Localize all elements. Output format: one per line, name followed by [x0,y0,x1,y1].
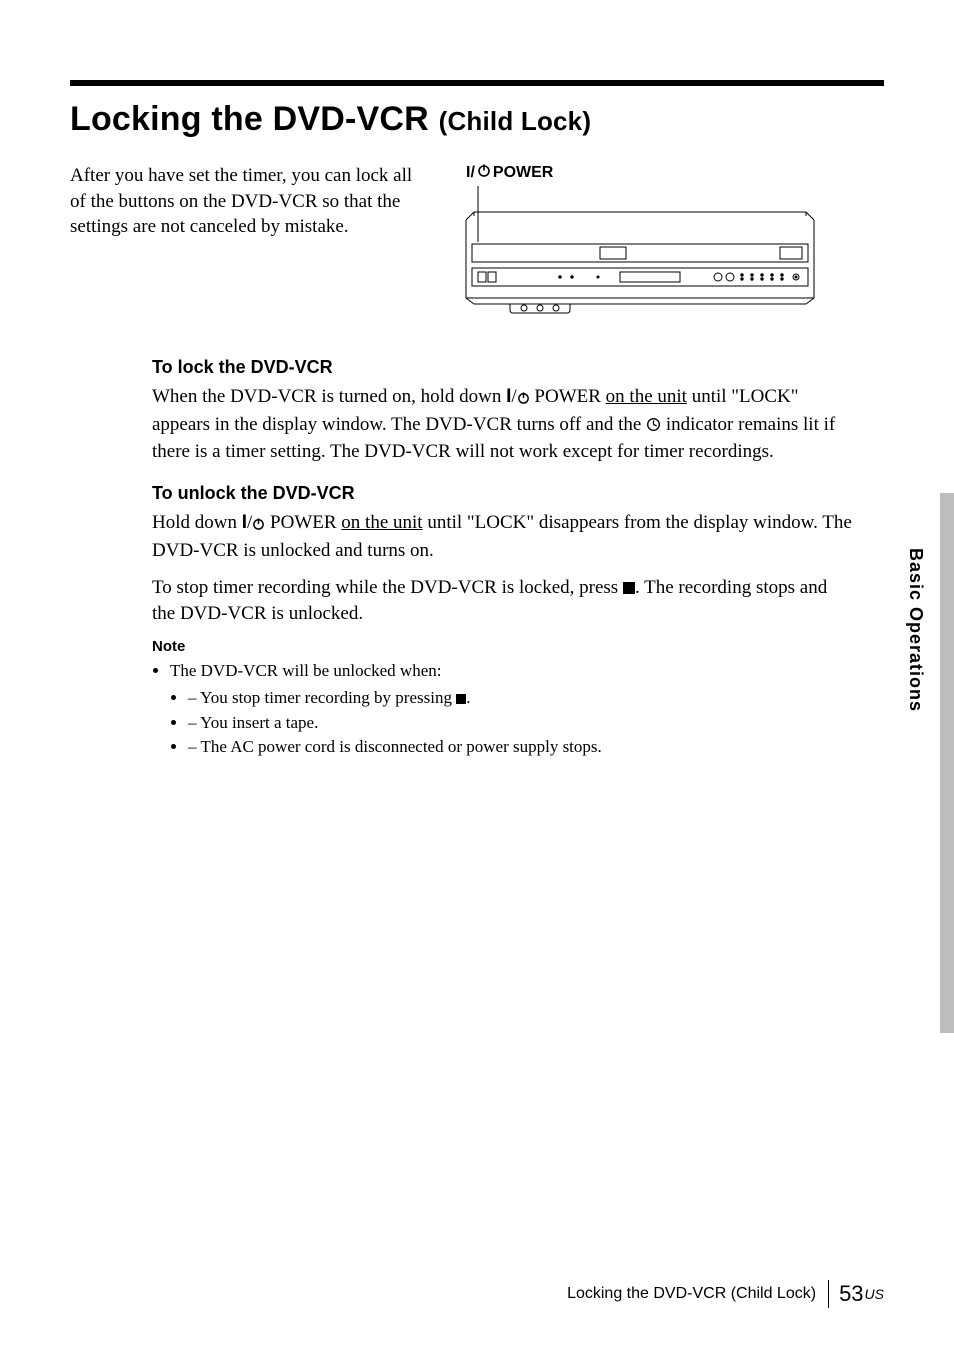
intro-row: After you have set the timer, you can lo… [70,163,884,321]
power-label-text: POWER [493,164,553,182]
lock-underline: on the unit [606,386,687,407]
note-sublist: You stop timer recording by pressing . Y… [170,686,852,760]
note-list: The DVD-VCR will be unlocked when: You s… [152,659,852,760]
unlock-paragraph-2: To stop timer recording while the DVD-VC… [152,575,852,626]
side-tab-shade [940,493,954,1033]
stop-icon [623,582,635,594]
note-item: The DVD-VCR will be unlocked when: You s… [170,659,852,760]
power-icon-inline-2 [252,512,265,538]
clock-icon [646,414,661,440]
power-i-bar: I/ [466,164,475,182]
footer-divider [828,1280,829,1308]
note-sub-0: You stop timer recording by pressing [200,688,456,707]
power-i-bar-inline: I [506,386,511,407]
note-heading: Note [152,638,852,655]
note-sub-1: You insert a tape. [200,713,318,732]
unlock1-power: POWER [265,512,341,533]
diagram-column: I/ POWER [460,163,884,321]
power-label: I/ POWER [466,163,884,182]
unlock1-pre: Hold down [152,512,242,533]
power-icon-inline [517,386,530,412]
note-sub-0-suffix: . [466,688,470,707]
note-subitem: The AC power cord is disconnected or pow… [188,735,852,760]
unlock-paragraph-1: Hold down I/ POWER on the unit until "LO… [152,510,852,563]
intro-text: After you have set the timer, you can lo… [70,163,430,240]
note-subitem: You insert a tape. [188,711,852,736]
body-block: To lock the DVD-VCR When the DVD-VCR is … [152,357,852,760]
page-title: Locking the DVD-VCR (Child Lock) [70,100,884,139]
lock-heading: To lock the DVD-VCR [152,357,852,378]
stop-icon-small [456,694,466,704]
power-icon [477,163,491,182]
lock-paragraph: When the DVD-VCR is turned on, hold down… [152,384,852,465]
footer-title: Locking the DVD-VCR (Child Lock) [567,1285,828,1303]
page-footer: Locking the DVD-VCR (Child Lock) 53US [567,1280,884,1308]
page-suffix: US [865,1286,884,1302]
top-rule [70,80,884,86]
note-subitem: You stop timer recording by pressing . [188,686,852,711]
unlock2-pre: To stop timer recording while the DVD-VC… [152,577,623,598]
title-sub: (Child Lock) [439,106,592,136]
note-sub-2: The AC power cord is disconnected or pow… [200,737,601,756]
lock-power-word: POWER [530,386,606,407]
side-tab: Basic Operations [930,493,954,1033]
unlock-heading: To unlock the DVD-VCR [152,483,852,504]
power-i-bar-inline-2: I [242,512,247,533]
lock-text-pre: When the DVD-VCR is turned on, hold down [152,386,506,407]
note-intro: The DVD-VCR will be unlocked when: [170,661,441,680]
manual-page: Locking the DVD-VCR (Child Lock) After y… [0,0,954,1352]
unlock1-underline: on the unit [341,512,422,533]
page-number: 53 [839,1281,863,1307]
dvd-vcr-diagram [460,186,820,316]
side-tab-label: Basic Operations [905,548,926,712]
title-main: Locking the DVD-VCR [70,100,429,138]
